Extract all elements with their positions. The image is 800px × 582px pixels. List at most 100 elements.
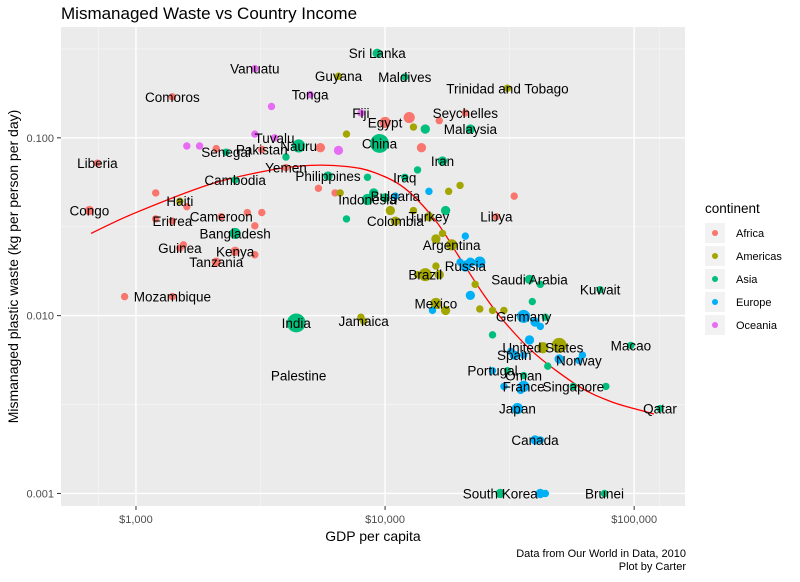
data-point	[229, 227, 241, 240]
data-point	[627, 341, 635, 350]
country-label: Palestine	[271, 369, 327, 384]
data-point	[430, 297, 442, 310]
legend: continent Africa Americas Asia Europe Oceani…	[705, 201, 782, 335]
data-point	[258, 145, 266, 154]
data-point	[437, 156, 448, 166]
data-point	[459, 260, 471, 272]
data-point	[357, 109, 365, 117]
data-point	[431, 234, 441, 244]
data-point	[282, 163, 290, 172]
data-point	[536, 322, 545, 331]
data-point	[176, 244, 184, 252]
data-point	[168, 93, 177, 101]
data-point	[251, 130, 259, 138]
data-point	[370, 134, 389, 153]
country-label: Trinidad and Tobago	[446, 81, 568, 96]
data-point	[488, 331, 497, 339]
country-label: Haiti	[166, 194, 193, 209]
data-point	[267, 102, 276, 111]
grid-lines	[61, 27, 685, 506]
country-label: Germany	[496, 309, 552, 324]
x-tick-label: $100,000	[611, 514, 657, 526]
country-label: Nauru	[280, 139, 317, 154]
y-tick-label: 0.001	[26, 488, 54, 500]
country-label: Guyana	[315, 69, 363, 84]
data-point	[211, 257, 221, 267]
data-point	[440, 305, 451, 316]
data-point	[222, 148, 230, 156]
country-label: Eritrea	[152, 214, 192, 229]
data-point	[461, 232, 470, 240]
country-label: Cameroon	[190, 210, 253, 225]
data-point	[500, 306, 508, 315]
legend-key-swatch	[712, 322, 718, 328]
data-point	[569, 382, 578, 391]
x-tick-label: $10,000	[365, 514, 405, 526]
data-point	[528, 297, 536, 306]
country-label: Mexico	[415, 297, 458, 312]
legend-key-swatch	[712, 253, 718, 259]
data-point	[503, 84, 512, 92]
country-label: Macao	[611, 338, 652, 353]
country-label: Russia	[445, 259, 487, 274]
country-label: Jamaica	[338, 314, 389, 329]
data-point	[575, 356, 583, 365]
legend-entry-label: Africa	[736, 228, 765, 240]
country-label: Saudi Arabia	[491, 272, 568, 287]
data-point	[602, 382, 610, 391]
data-point	[183, 202, 191, 211]
data-point	[536, 436, 545, 444]
caption-source: Data from Our World in Data, 2010	[516, 548, 686, 560]
legend-entry-label: Americas	[736, 251, 782, 263]
data-point	[323, 171, 333, 181]
x-tick-label: $1,000	[119, 514, 153, 526]
data-point	[120, 292, 129, 301]
country-label: Indonesia	[338, 192, 397, 207]
data-point	[390, 216, 401, 226]
data-point	[551, 337, 567, 353]
country-label: Tonga	[292, 88, 329, 103]
data-point	[315, 143, 326, 153]
data-point	[600, 489, 609, 498]
country-label: Spain	[497, 348, 532, 363]
data-point	[251, 222, 259, 230]
data-point	[258, 208, 266, 217]
country-label: Colombia	[367, 214, 425, 229]
data-point	[428, 306, 437, 315]
x-axis-title: GDP per capita	[325, 528, 421, 544]
data-point	[444, 187, 453, 196]
data-point	[152, 215, 160, 223]
data-point	[152, 189, 160, 197]
legend-key-swatch	[712, 299, 718, 305]
data-point	[212, 144, 220, 153]
data-point	[168, 292, 177, 301]
data-point	[363, 173, 372, 181]
country-label: Liberia	[77, 156, 118, 171]
country-label: Congo	[69, 204, 109, 219]
data-point	[519, 371, 528, 380]
data-point	[292, 139, 306, 153]
data-point	[438, 229, 447, 238]
data-point	[530, 435, 540, 445]
data-point	[409, 206, 418, 215]
data-point	[361, 193, 374, 206]
country-label: Seychelles	[433, 106, 499, 121]
data-point	[596, 285, 604, 294]
data-point	[379, 116, 391, 129]
country-label: Tanzania	[189, 255, 244, 270]
country-label: Comoros	[145, 90, 200, 105]
data-point	[541, 489, 550, 498]
country-label: Portugal	[467, 364, 517, 379]
data-point	[401, 173, 409, 181]
country-label: Yemen	[265, 161, 307, 176]
data-point	[385, 205, 395, 216]
country-label: Philippines	[295, 169, 361, 184]
country-label: Kuwait	[580, 283, 621, 298]
data-point	[488, 367, 497, 375]
legend-key-swatch	[712, 276, 718, 282]
country-label: Cambodia	[204, 173, 266, 188]
data-point	[425, 187, 433, 196]
data-point	[195, 142, 204, 150]
caption-author: Plot by Carter	[618, 561, 686, 573]
data-point	[509, 350, 519, 360]
